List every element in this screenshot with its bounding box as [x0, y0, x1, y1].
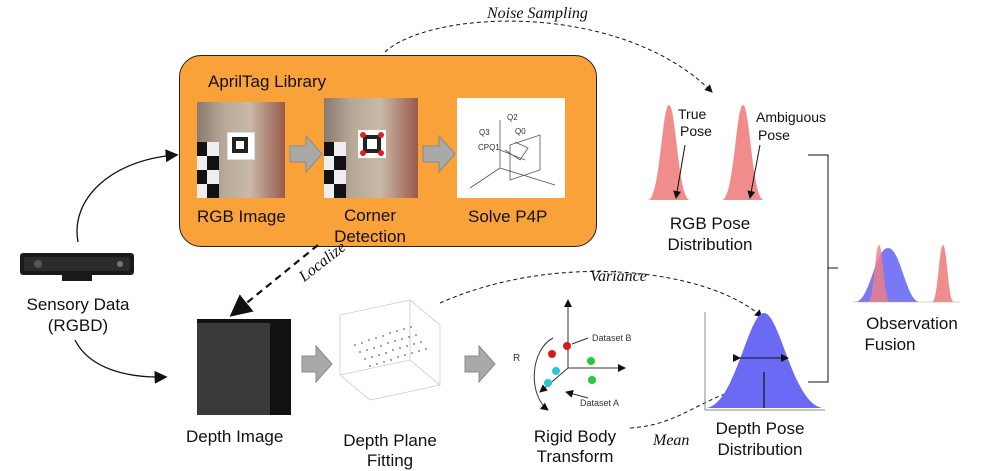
- variance-label: Variance: [590, 268, 647, 285]
- arrow-localize: [229, 244, 319, 317]
- kinect-sensor-icon: [20, 253, 134, 281]
- solve-p4p-label: Solve P4P: [468, 207, 548, 226]
- rigid-body-label-line2: Transform: [536, 447, 614, 466]
- p4p-label-q0: Q0: [515, 127, 526, 136]
- arrow-sensor-to-depth: [74, 339, 168, 384]
- rgb-image-thumbnail: [197, 102, 285, 198]
- rgb-pose-label-line2: Distribution: [667, 235, 753, 254]
- corner-detection-thumbnail: [324, 98, 418, 198]
- p4p-label-q3: Q3: [479, 128, 490, 137]
- depth-image-label: Depth Image: [186, 427, 284, 446]
- rgb-pose-label-line1: RGB Pose: [669, 214, 751, 233]
- arrow-sensor-to-rgb: [76, 149, 179, 243]
- arrow-variance: [439, 270, 763, 318]
- p4p-label-q2: Q2: [507, 113, 518, 122]
- rgb-image-label: RGB Image: [197, 207, 286, 226]
- rgb-ambiguous-pose-peak: [722, 105, 764, 200]
- ambiguous-pose-label-line2: Pose: [758, 127, 790, 143]
- arrow-plane-to-rigid: [464, 344, 496, 384]
- arrow-depth-to-plane: [301, 344, 333, 384]
- ambiguous-pose-label-line1: Ambiguous: [756, 109, 827, 125]
- depth-plane-label-line1: Depth Plane: [343, 431, 437, 450]
- corner-detection-label-text: Corner Detection: [334, 206, 406, 246]
- true-pose-label-line2: Pose: [680, 123, 712, 139]
- sensory-data-label-line1: Sensory Data: [26, 295, 130, 314]
- fusion-mini-chart: [853, 245, 960, 303]
- corner-detection-label: Corner Detection: [320, 205, 420, 247]
- noise-sampling-label: Noise Sampling: [487, 5, 588, 22]
- arrow-noise-sampling: [384, 20, 713, 93]
- rigid-body-label-line1: Rigid Body: [533, 427, 617, 446]
- sensory-data-label-line2: (RGBD): [47, 316, 109, 335]
- depth-plane-label-line2: Fitting: [366, 451, 414, 470]
- observation-fusion-label-line2: Fusion: [864, 335, 916, 354]
- dataset-b-label: Dataset B: [592, 333, 632, 343]
- observation-fusion-label-line1: Observation: [866, 314, 958, 333]
- mean-label: Mean: [653, 432, 690, 449]
- fusion-bracket: [808, 154, 838, 383]
- p4p-label-cpq1: CPQ1: [478, 143, 500, 152]
- arrow-corner-to-p4p: [422, 134, 456, 174]
- arrow-rgb-to-corner: [289, 134, 323, 174]
- depth-pose-label-line1: Depth Pose: [715, 419, 805, 438]
- true-pose-label-line1: True: [678, 106, 707, 122]
- depth-pose-label-line2: Distribution: [717, 440, 803, 459]
- rigid-body-plot: [533, 299, 626, 411]
- solve-p4p-thumbnail: [457, 98, 565, 198]
- apriltag-library-title: AprilTag Library: [208, 72, 327, 91]
- depth-plane-plot: [339, 299, 441, 401]
- dataset-a-label: Dataset A: [580, 398, 619, 408]
- rotation-label: R: [513, 353, 520, 364]
